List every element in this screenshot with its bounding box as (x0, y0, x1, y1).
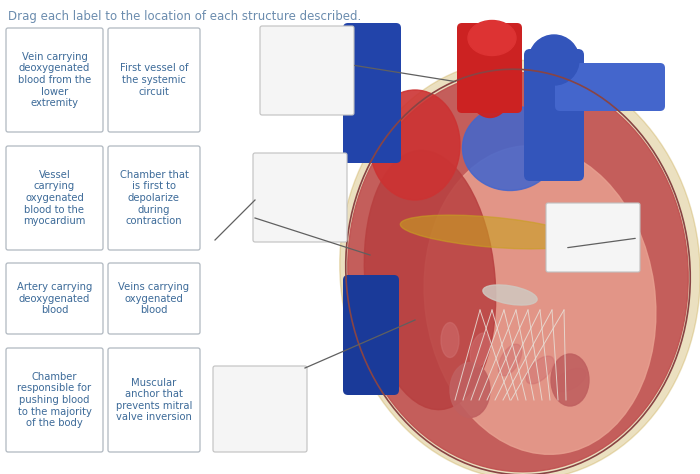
FancyBboxPatch shape (6, 28, 103, 132)
FancyBboxPatch shape (108, 28, 200, 132)
FancyBboxPatch shape (546, 203, 640, 272)
Ellipse shape (470, 333, 490, 367)
Text: Vein carrying
deoxygenated
blood from the
lower
extremity: Vein carrying deoxygenated blood from th… (18, 52, 91, 108)
Ellipse shape (424, 146, 656, 454)
FancyBboxPatch shape (260, 26, 354, 115)
Ellipse shape (370, 90, 460, 200)
FancyBboxPatch shape (6, 348, 103, 452)
FancyBboxPatch shape (253, 153, 347, 242)
Ellipse shape (463, 106, 557, 191)
Text: Vessel
carrying
oxygenated
blood to the
myocardium: Vessel carrying oxygenated blood to the … (23, 170, 85, 226)
Text: Drag each label to the location of each structure described.: Drag each label to the location of each … (8, 10, 361, 23)
Ellipse shape (364, 150, 496, 410)
Text: Artery carrying
deoxygenated
blood: Artery carrying deoxygenated blood (17, 282, 92, 315)
Text: Chamber that
is first to
depolarize
during
contraction: Chamber that is first to depolarize duri… (120, 170, 188, 226)
FancyBboxPatch shape (108, 146, 200, 250)
Text: Chamber
responsible for
pushing blood
to the majority
of the body: Chamber responsible for pushing blood to… (18, 372, 92, 428)
Ellipse shape (498, 344, 522, 376)
Ellipse shape (554, 368, 586, 392)
Ellipse shape (348, 72, 688, 472)
Ellipse shape (400, 215, 580, 249)
Text: Muscular
anchor that
prevents mitral
valve inversion: Muscular anchor that prevents mitral val… (116, 378, 192, 422)
Ellipse shape (441, 322, 459, 357)
FancyBboxPatch shape (108, 263, 200, 334)
FancyBboxPatch shape (555, 63, 665, 111)
FancyBboxPatch shape (6, 146, 103, 250)
Ellipse shape (529, 35, 579, 85)
FancyBboxPatch shape (6, 263, 103, 334)
Ellipse shape (450, 363, 490, 418)
Ellipse shape (468, 20, 516, 55)
Ellipse shape (483, 285, 537, 305)
FancyBboxPatch shape (108, 348, 200, 452)
FancyBboxPatch shape (343, 23, 401, 163)
Text: Veins carrying
oxygenated
blood: Veins carrying oxygenated blood (118, 282, 190, 315)
Ellipse shape (572, 245, 578, 252)
Ellipse shape (526, 356, 554, 384)
FancyBboxPatch shape (524, 49, 584, 181)
FancyBboxPatch shape (213, 366, 307, 452)
Ellipse shape (551, 354, 589, 406)
Ellipse shape (340, 60, 700, 474)
FancyBboxPatch shape (457, 23, 522, 113)
FancyBboxPatch shape (343, 275, 399, 395)
Text: First vessel of
the systemic
circuit: First vessel of the systemic circuit (120, 64, 188, 97)
Ellipse shape (463, 22, 517, 118)
